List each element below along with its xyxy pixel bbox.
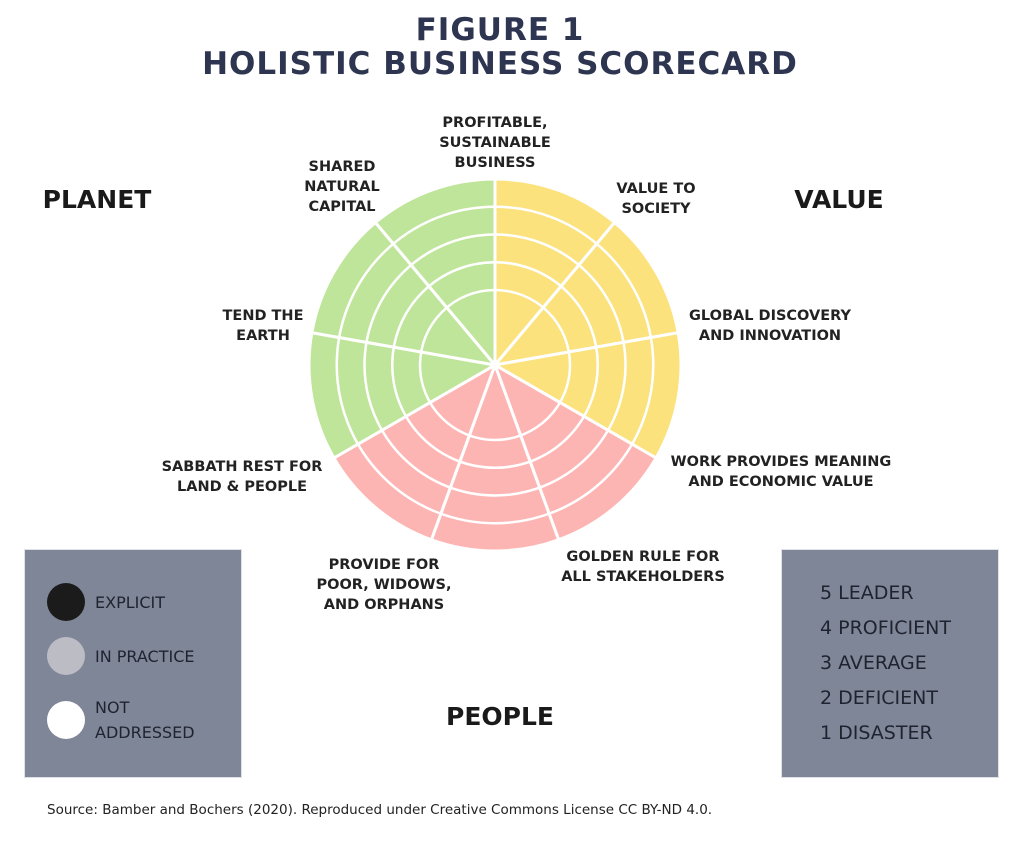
label-line: TEND THE (222, 308, 304, 324)
label-global-discovery: GLOBAL DISCOVERY AND INNOVATION (689, 306, 851, 346)
legend-practice-box: EXPLICIT IN PRACTICE NOT ADDRESSED (24, 549, 242, 778)
category-people: PEOPLE (446, 702, 554, 731)
wheel-sector (307, 330, 500, 461)
legend-label: NOT ADDRESSED (95, 695, 195, 745)
level-ring (363, 233, 627, 497)
wheel-sector (429, 360, 561, 553)
legend-levels-box: 5 LEADER 4 PROFICIENT 3 AVERAGE 2 DEFICI… (781, 549, 999, 778)
label-line: EARTH (236, 328, 290, 344)
level-3: 3 AVERAGE (820, 652, 927, 674)
label-line: SHARED (308, 159, 376, 175)
label-line: SUSTAINABLE (439, 135, 551, 151)
label-line: PROFITABLE, (442, 115, 548, 131)
level-1: 1 DISASTER (820, 722, 933, 744)
level-ring (418, 288, 572, 442)
white-circle-icon (47, 701, 85, 739)
wheel-hub (490, 360, 500, 370)
label-line: AND INNOVATION (698, 328, 842, 344)
label-tend-the-earth: TEND THE EARTH (223, 306, 304, 346)
label-line: SABBATH REST FOR (161, 459, 323, 475)
level-ring (335, 205, 655, 525)
legend-item-in-practice: IN PRACTICE (47, 637, 195, 675)
label-line: LAND & PEOPLE (176, 479, 308, 495)
figure-title: HOLISTIC BUSINESS SCORECARD (202, 46, 798, 82)
figure-number: FIGURE 1 (415, 12, 585, 48)
label-work-meaning: WORK PROVIDES MEANING AND ECONOMIC VALUE (671, 452, 892, 492)
legend-label: IN PRACTICE (95, 646, 195, 666)
label-line: WORK PROVIDES MEANING (670, 454, 892, 470)
label-value-to-society: VALUE TO SOCIETY (616, 179, 695, 219)
wheel-sector (490, 330, 683, 461)
label-profitable-business: PROFITABLE, SUSTAINABLE BUSINESS (439, 113, 551, 173)
legend-item-explicit: EXPLICIT (47, 583, 165, 621)
label-line: GLOBAL DISCOVERY (689, 308, 851, 324)
label-line: VALUE TO (616, 181, 696, 197)
label-provide-for-poor: PROVIDE FOR POOR, WIDOWS, AND ORPHANS (317, 555, 452, 615)
wheel-sector (491, 220, 680, 368)
category-planet: PLANET (42, 185, 152, 214)
label-line: AND ORPHANS (323, 597, 445, 613)
label-shared-natural-capital: SHARED NATURAL CAPITAL (304, 157, 380, 217)
label-sabbath-rest: SABBATH REST FOR LAND & PEOPLE (162, 457, 323, 497)
wheel-sector (493, 177, 617, 370)
label-line: BUSINESS (454, 155, 536, 171)
label-line: CAPITAL (308, 199, 376, 215)
level-5: 5 LEADER (820, 582, 914, 604)
legend-item-not-addressed: NOT ADDRESSED (47, 695, 195, 745)
legend-label-line: NOT (95, 698, 130, 717)
label-line: ALL STAKEHOLDERS (561, 569, 725, 585)
label-line: AND ECONOMIC VALUE (688, 474, 874, 490)
wheel-sector (492, 361, 659, 542)
grey-circle-icon (47, 637, 85, 675)
black-circle-icon (47, 583, 85, 621)
wheel-sector (310, 220, 499, 368)
label-line: GOLDEN RULE FOR (566, 549, 720, 565)
label-line: NATURAL (304, 179, 380, 195)
wheel-sector (331, 361, 498, 542)
label-line: SOCIETY (621, 201, 691, 217)
wheel-sector (373, 177, 497, 370)
label-golden-rule: GOLDEN RULE FOR ALL STAKEHOLDERS (561, 547, 725, 587)
label-line: PROVIDE FOR (328, 557, 440, 573)
category-value: VALUE (794, 185, 884, 214)
level-2: 2 DEFICIENT (820, 687, 938, 709)
label-line: POOR, WIDOWS, (316, 577, 452, 593)
level-4: 4 PROFICIENT (820, 617, 951, 639)
source-note: Source: Bamber and Bochers (2020). Repro… (47, 802, 713, 818)
legend-label-line: ADDRESSED (95, 723, 195, 742)
legend-label: EXPLICIT (95, 592, 166, 612)
level-ring (391, 261, 599, 469)
